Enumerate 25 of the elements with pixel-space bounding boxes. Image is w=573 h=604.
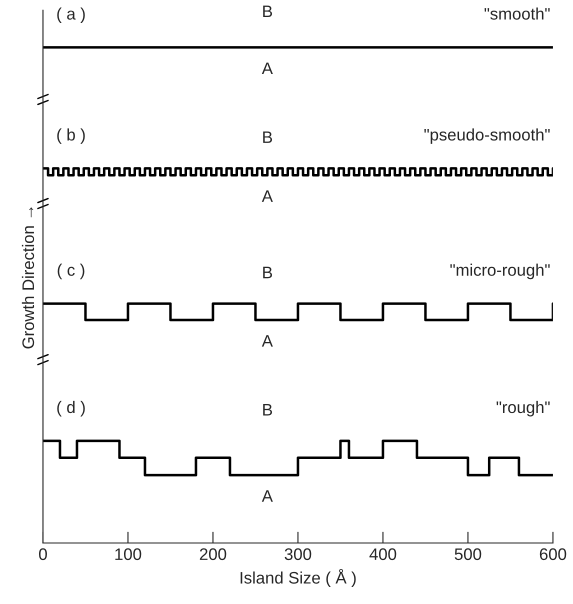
x-tick-label: 600 [540,548,566,560]
annotation: A [262,490,273,502]
annotation: B [263,266,272,278]
x-axis-title: Island Size ( Å ) [240,568,356,587]
annotation: "pseudo-smooth" [424,128,550,144]
annotation: ( c ) [58,264,84,280]
annotation: A [262,190,273,202]
text: ( a ) [57,7,85,23]
x-tick-label: 100 [115,548,142,560]
annotation: ( b ) [57,128,85,144]
annotation: B [263,131,272,143]
x-tick-label: 400 [369,548,396,560]
annotation: "rough" [496,400,550,416]
annotation: ( d ) [57,400,85,416]
annotation: A [262,62,273,74]
text: B [263,6,272,18]
text: "smooth" [484,7,550,20]
x-tick-label: 0 [38,548,47,560]
annotation: "micro-rough" [450,264,550,280]
x-tick-label: 200 [200,548,226,560]
y-axis-title: Growth Direction → [22,207,34,348]
x-tick-label: 500 [454,548,482,560]
x-tick-label: 300 [284,548,312,560]
annotation: A [262,335,273,347]
annotation: B [263,404,272,416]
